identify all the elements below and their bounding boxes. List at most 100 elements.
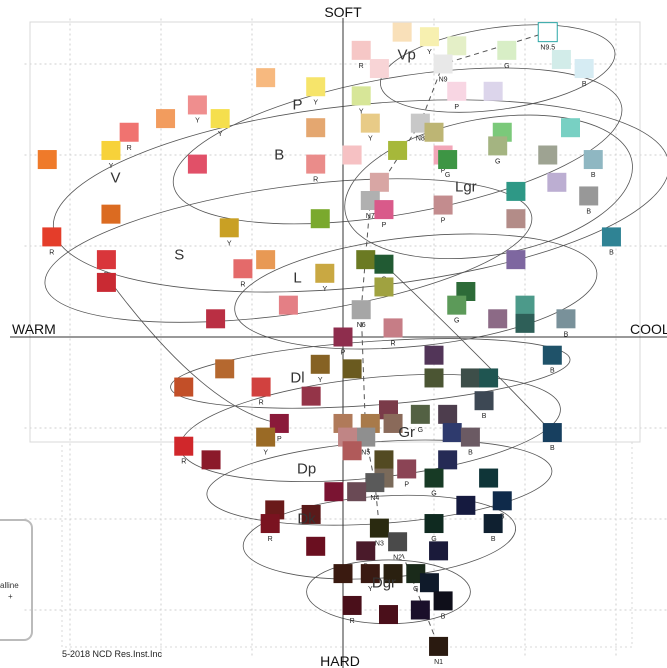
swatch-square <box>474 391 494 411</box>
swatch-hue-label: Y <box>359 108 364 115</box>
swatch-square <box>388 140 408 160</box>
color-swatch <box>506 181 526 201</box>
swatch-square <box>351 40 371 60</box>
color-swatch: Y <box>360 564 380 593</box>
color-swatch <box>392 22 412 42</box>
swatch-square <box>542 345 562 365</box>
swatch-square <box>174 436 194 456</box>
swatch-square <box>42 227 62 247</box>
color-swatch: Y <box>419 27 439 56</box>
swatch-hue-label: B <box>441 613 446 620</box>
tone-label-p: P <box>292 97 302 114</box>
tone-label-dl: Dl <box>290 370 304 387</box>
axis-label-bottom: HARD <box>320 653 360 668</box>
swatch-square <box>187 95 207 115</box>
swatch-square <box>506 209 526 229</box>
swatch-hue-label: P <box>382 222 387 229</box>
color-swatch <box>187 154 207 174</box>
swatch-hue-label: Y <box>195 117 200 124</box>
color-swatch: Y <box>256 427 276 457</box>
swatch-square <box>383 413 403 433</box>
color-swatch <box>547 172 567 192</box>
swatch-hue-label: N3 <box>375 541 384 548</box>
swatch-square <box>174 377 194 397</box>
swatch-hue-label: P <box>341 350 346 357</box>
tone-label-dk: Dk <box>297 511 316 528</box>
swatch-square <box>356 250 376 270</box>
swatch-hue-label: B <box>491 536 496 543</box>
swatch-hue-label: B <box>591 172 596 179</box>
color-swatch: G <box>424 468 444 498</box>
swatch-hue-label: N7 <box>366 213 375 220</box>
swatch-square <box>306 154 326 174</box>
color-swatch <box>383 564 403 584</box>
swatch-hue-label: B <box>550 445 555 452</box>
color-swatch: R <box>251 377 271 407</box>
tone-loop <box>170 338 571 409</box>
swatch-square <box>119 122 139 142</box>
color-swatch <box>278 295 298 315</box>
color-swatch: B <box>474 391 494 420</box>
swatch-hue-label: N2 <box>393 554 402 561</box>
swatch-square <box>342 359 362 379</box>
swatch-square <box>515 295 535 315</box>
swatch-square <box>101 140 121 160</box>
color-swatch: B <box>601 227 621 256</box>
color-swatch: Y <box>310 354 330 384</box>
color-swatch: R <box>119 122 139 152</box>
swatch-hue-label: R <box>359 63 364 70</box>
color-swatch: P <box>447 81 467 111</box>
swatch-square <box>424 345 444 365</box>
color-swatch <box>388 140 408 160</box>
swatch-square <box>492 491 512 511</box>
tone-loop <box>380 24 616 113</box>
swatch-square <box>429 541 449 561</box>
swatch-square <box>256 427 276 447</box>
swatch-square <box>101 204 121 224</box>
swatch-hue-label: P <box>277 436 282 443</box>
swatch-square <box>342 595 362 615</box>
tone-label-dgr: Dgr <box>372 574 396 591</box>
swatch-square <box>306 118 326 138</box>
tone-loop <box>234 233 598 350</box>
swatch-hue-label: P <box>404 481 409 488</box>
swatch-hue-label: R <box>268 536 273 543</box>
swatch-hue-label: Y <box>368 136 373 143</box>
swatch-square <box>374 277 394 297</box>
swatch-square <box>96 250 116 270</box>
swatch-hue-label: N4 <box>370 495 379 502</box>
color-swatch: B <box>556 309 576 338</box>
swatch-square <box>515 313 535 333</box>
tone-connector <box>383 263 553 433</box>
swatch-square <box>433 591 453 611</box>
color-swatch: B <box>542 345 562 375</box>
color-swatch: P <box>433 195 453 225</box>
color-swatch: G <box>410 404 430 434</box>
swatch-square <box>556 309 576 329</box>
swatch-square <box>479 468 499 488</box>
swatch-hue-label: R <box>181 459 186 466</box>
color-swatch <box>256 68 276 88</box>
swatch-square <box>438 404 458 424</box>
swatch-square <box>410 600 430 620</box>
color-swatch <box>506 209 526 229</box>
swatch-square <box>419 573 439 593</box>
axis-label-top: SOFT <box>324 4 362 20</box>
swatch-square <box>219 218 239 238</box>
color-swatch <box>442 423 462 443</box>
swatch-square <box>369 518 389 538</box>
color-swatch <box>342 441 362 461</box>
swatch-hue-label: B <box>468 450 473 457</box>
swatch-hue-label: B <box>582 81 587 88</box>
swatch-square <box>260 514 280 534</box>
color-swatch: G <box>438 150 458 179</box>
color-swatch: G <box>447 295 467 325</box>
swatch-square <box>301 386 321 406</box>
swatch-square <box>424 514 444 534</box>
swatch-hue-label: P <box>454 104 459 111</box>
color-swatches: N9.5YN9GBPRYYYYRYYN8GBPGRBN7PPYBRRRYGGN6… <box>37 22 621 666</box>
swatch-square <box>429 636 449 656</box>
swatch-square <box>315 263 335 283</box>
swatch-hue-label: Y <box>109 163 114 170</box>
swatch-square <box>301 504 321 524</box>
